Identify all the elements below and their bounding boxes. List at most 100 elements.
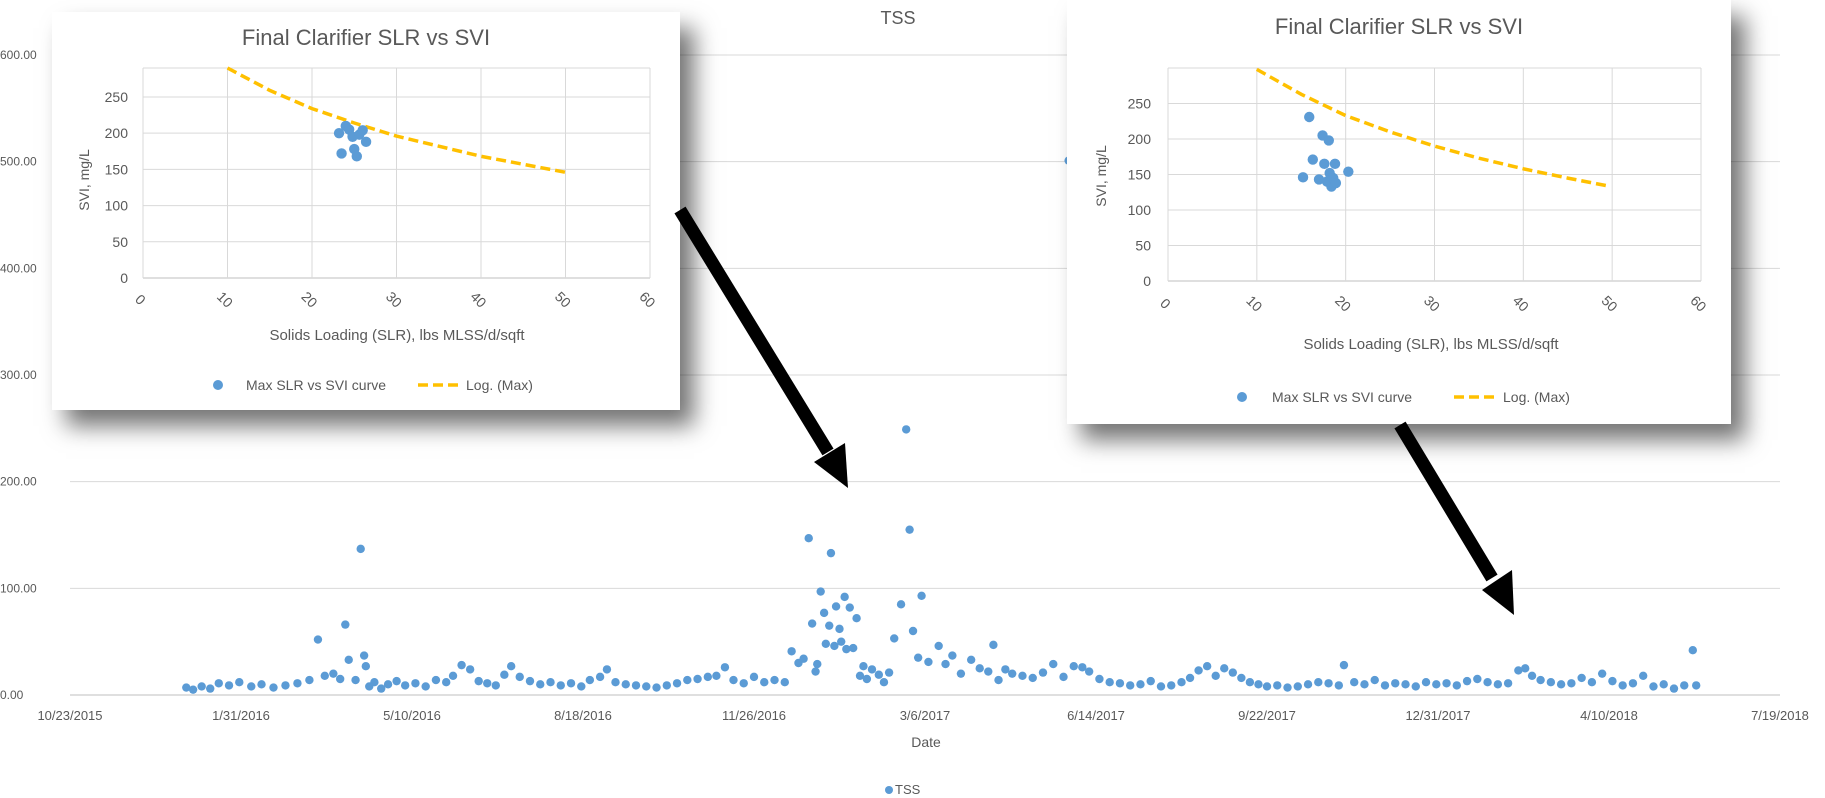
tss-point	[1078, 663, 1087, 672]
left-x-tick-label: 50	[552, 288, 574, 310]
tss-point	[693, 674, 702, 684]
tss-y-tick-label: 300.00	[0, 368, 37, 382]
tss-point	[813, 659, 822, 669]
tss-point	[1228, 668, 1238, 677]
tss-point	[1018, 671, 1027, 680]
inset-right-legend: Max SLR vs SVI curve Log. (Max)	[1237, 389, 1570, 405]
tss-point	[852, 614, 861, 623]
tss-point	[1324, 679, 1333, 688]
tss-point	[672, 679, 682, 688]
tss-point	[712, 671, 721, 680]
tss-point	[188, 685, 198, 694]
tss-point	[913, 653, 923, 662]
right-x-tick-label: 40	[1510, 292, 1532, 314]
tss-point	[1350, 678, 1359, 687]
tss-point	[383, 680, 393, 689]
left-y-tick-label: 150	[105, 161, 129, 177]
tss-point	[1293, 682, 1302, 691]
tss-point	[1577, 673, 1586, 683]
right-point	[1307, 154, 1318, 165]
inset-left-legend: Max SLR vs SVI curve Log. (Max)	[213, 377, 533, 393]
tss-point	[874, 670, 884, 679]
tss-point	[1452, 681, 1462, 690]
tss-point	[1401, 680, 1410, 689]
tss-point	[269, 683, 278, 692]
left-y-tick-label: 0	[120, 270, 128, 286]
right-point	[1329, 158, 1341, 170]
tss-point	[465, 665, 475, 674]
tss-point	[835, 624, 844, 634]
right-y-tick-label: 0	[1143, 273, 1151, 289]
tss-point	[703, 672, 713, 682]
tss-x-tick-label: 8/18/2016	[554, 708, 612, 723]
tss-point	[448, 671, 458, 680]
tss-point	[905, 525, 914, 534]
tss-point	[457, 660, 466, 670]
tss-point	[257, 680, 266, 689]
tss-point	[506, 662, 516, 671]
left-point	[333, 127, 345, 139]
tss-point	[890, 634, 899, 643]
tss-point	[948, 651, 957, 660]
left-y-tick-label: 200	[105, 125, 129, 141]
tss-x-tick-labels: 10/23/2015 1/31/2016 5/10/2016 8/18/2016 11/…	[37, 708, 1808, 723]
tss-point	[1095, 674, 1104, 684]
tss-point	[642, 682, 651, 691]
tss-point	[859, 662, 868, 671]
tss-x-tick-label: 7/19/2018	[1751, 708, 1809, 723]
tss-point	[840, 592, 849, 602]
tss-point	[1303, 680, 1313, 689]
tss-y-tick-label: 400.00	[0, 261, 37, 275]
right-y-tick-label: 200	[1128, 131, 1152, 147]
tss-point	[1360, 680, 1369, 689]
tss-point	[1177, 678, 1186, 687]
tss-point	[1503, 679, 1513, 688]
tss-point	[1059, 672, 1068, 682]
tss-point	[356, 544, 365, 554]
tss-y-tick-label: 100.00	[0, 581, 37, 595]
inset-left-legend-series1: Max SLR vs SVI curve	[246, 377, 386, 393]
tss-point	[1001, 665, 1010, 674]
inset-left-data-points	[333, 120, 372, 162]
tss-point	[1008, 669, 1017, 678]
tss-point	[1380, 681, 1390, 690]
tss-point	[1211, 671, 1220, 680]
tss-point	[1202, 662, 1212, 671]
tss-point	[1493, 680, 1503, 689]
right-y-tick-label: 250	[1128, 96, 1152, 112]
right-y-tick-label: 100	[1128, 202, 1152, 218]
inset-right-y-tick-labels: 0 50 100 150 200 250	[1128, 96, 1152, 290]
tss-point	[842, 644, 851, 654]
tss-chart-title: TSS	[880, 8, 915, 28]
tss-point	[1649, 682, 1658, 691]
left-x-tick-label: 30	[383, 288, 405, 310]
tss-point	[1556, 680, 1566, 689]
tss-point	[1514, 666, 1523, 675]
tss-point	[845, 603, 854, 612]
tss-data-points	[182, 156, 1701, 694]
inset-right-svg: Final Clarifier SLR vs SVI 0501001502002…	[1093, 14, 1710, 405]
tss-point	[585, 675, 595, 685]
tss-point	[442, 678, 451, 687]
inset-left-x-axis-label: Solids Loading (SLR), lbs MLSS/d/sqft	[269, 327, 525, 344]
tss-point	[359, 651, 369, 660]
tss-point	[1432, 680, 1441, 689]
tss-point	[1442, 679, 1451, 688]
right-x-tick-label: 20	[1332, 292, 1354, 314]
right-x-tick-label: 50	[1599, 292, 1621, 314]
right-point	[1343, 166, 1354, 177]
right-trendline-path	[1255, 67, 1609, 188]
tss-legend-label: TSS	[895, 782, 921, 797]
tss-point	[224, 681, 234, 690]
tss-point	[1536, 675, 1545, 685]
tss-point	[816, 587, 825, 596]
tss-point	[1521, 664, 1530, 673]
inset-right-data-points	[1297, 111, 1354, 192]
tss-legend-marker	[885, 786, 893, 794]
tss-point	[1608, 676, 1617, 686]
left-point	[336, 148, 347, 159]
tss-point	[1146, 676, 1155, 686]
tss-point	[566, 679, 576, 688]
tss-x-tick-label: 10/23/2015	[37, 708, 102, 723]
tss-point	[1692, 681, 1701, 690]
